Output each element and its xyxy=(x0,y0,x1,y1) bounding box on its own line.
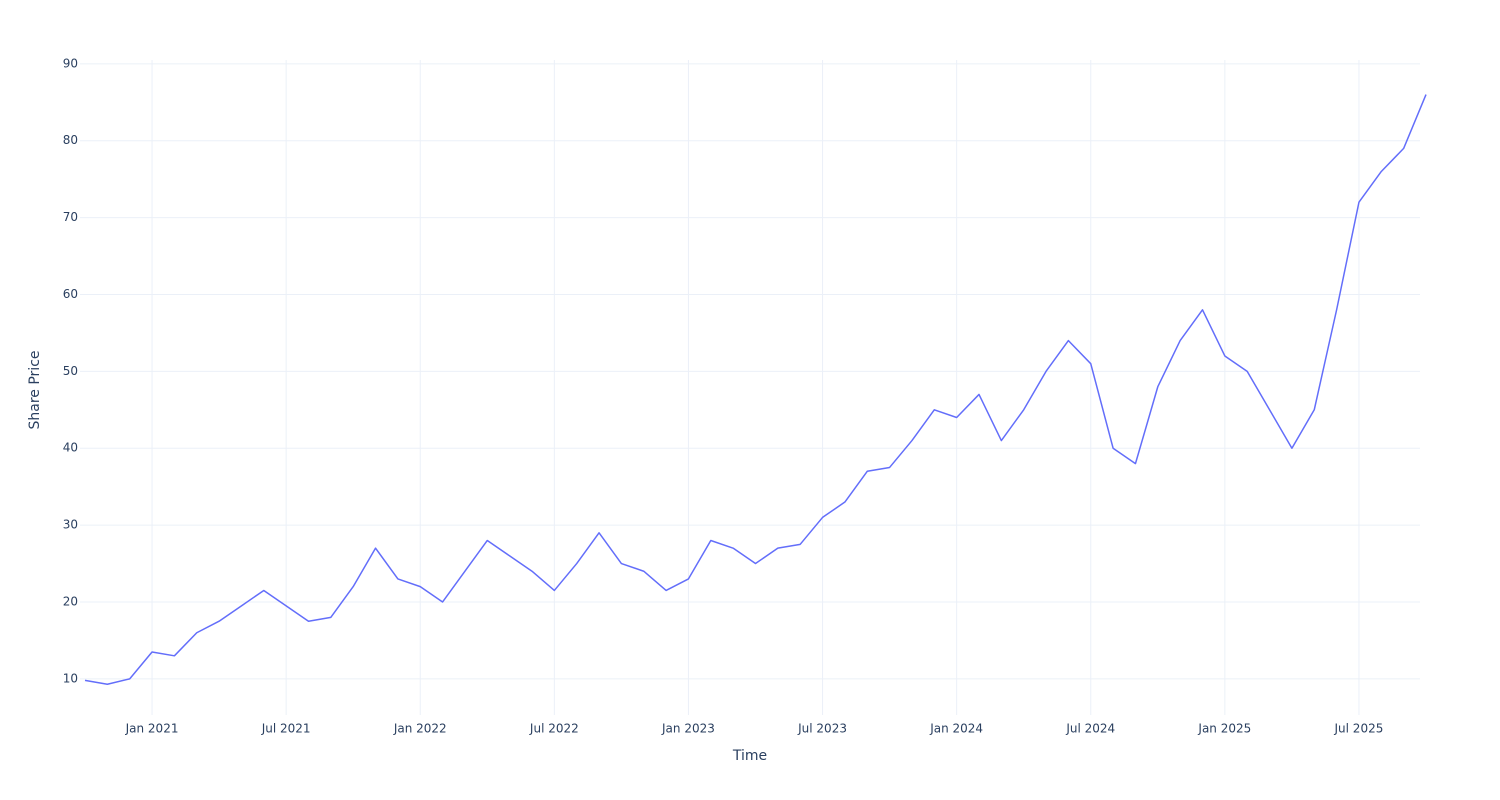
y-tick-label: 70 xyxy=(63,210,78,224)
x-tick-label: Jan 2024 xyxy=(929,722,983,736)
y-tick-label: 40 xyxy=(63,441,78,455)
y-tick-label: 90 xyxy=(63,56,78,70)
x-tick-label: Jan 2021 xyxy=(125,722,179,736)
x-tick-label: Jan 2022 xyxy=(393,722,447,736)
x-tick-label: Jul 2021 xyxy=(261,722,311,736)
x-tick-label: Jul 2025 xyxy=(1334,722,1384,736)
x-axis-title: Time xyxy=(732,748,767,764)
y-axis-title: Share Price xyxy=(27,350,43,429)
price-line xyxy=(84,94,1427,685)
y-tick-label: 60 xyxy=(63,287,78,301)
x-tick-label: Jul 2022 xyxy=(529,722,579,736)
x-tick-label: Jan 2023 xyxy=(661,722,715,736)
y-tick-label: 30 xyxy=(63,518,78,532)
x-tick-label: Jan 2025 xyxy=(1197,722,1251,736)
y-tick-label: 10 xyxy=(63,671,78,685)
y-tick-label: 80 xyxy=(63,133,78,147)
x-tick-label: Jul 2024 xyxy=(1065,722,1115,736)
y-tick-label: 20 xyxy=(63,594,78,608)
x-tick-label: Jul 2023 xyxy=(797,722,847,736)
y-tick-label: 50 xyxy=(63,364,78,378)
